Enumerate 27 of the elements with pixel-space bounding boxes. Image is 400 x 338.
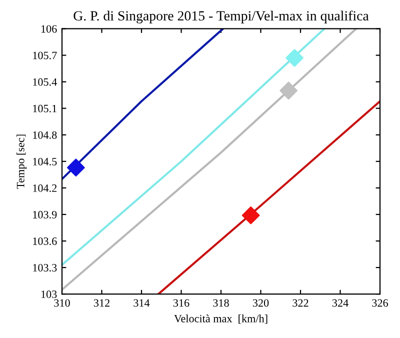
- y-tick-label: 103.6: [33, 237, 57, 246]
- y-tick-label: 103.9: [33, 210, 57, 218]
- x-tick-label: 312: [94, 299, 110, 307]
- y-tick-label: 105.7: [33, 52, 57, 60]
- x-tick-label: 318: [213, 299, 229, 307]
- y-tick-label: 104.8: [33, 131, 57, 139]
- y-tick-label: 105.1: [33, 104, 56, 112]
- x-tick-label: 324: [332, 299, 348, 307]
- y-tick-label: 104.5: [33, 158, 57, 166]
- x-tick-label: 314: [134, 299, 150, 307]
- y-axis-title: Tempo [sec]: [16, 134, 27, 189]
- x-tick-label: 322: [292, 299, 308, 307]
- chart-title: G. P. di Singapore 2015 - Tempi/Vel-max in qualifica: [74, 10, 369, 24]
- y-tick-label: 104.2: [33, 184, 57, 192]
- point: [67, 158, 85, 176]
- y-tick-label: 105.4: [33, 78, 57, 86]
- x-axis-title: Velocità max [km/h]: [174, 314, 268, 324]
- y-tick-label: 103.3: [33, 264, 57, 272]
- point: [286, 49, 304, 67]
- x-tick-label: 320: [252, 299, 269, 307]
- y-tick-label: 106: [41, 25, 57, 33]
- point: [242, 206, 260, 224]
- x-tick-label: 310: [54, 299, 70, 307]
- y-tick-label: 103: [41, 290, 57, 298]
- x-tick-label: 316: [173, 299, 190, 307]
- x-tick-label: 326: [372, 299, 388, 307]
- point: [280, 82, 298, 100]
